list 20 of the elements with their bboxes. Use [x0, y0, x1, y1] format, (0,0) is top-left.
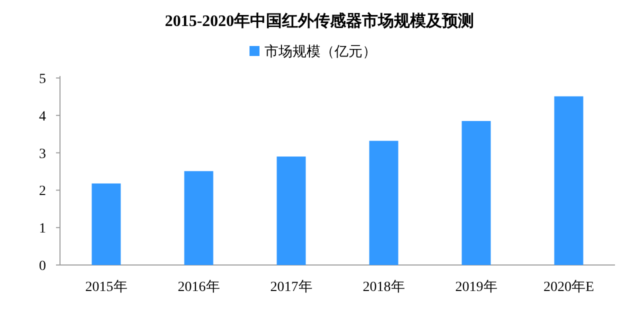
bar	[462, 121, 491, 265]
x-tick-label: 2019年	[455, 279, 498, 295]
y-tick-label: 4	[39, 109, 46, 124]
x-tick-label: 2020年E	[543, 279, 594, 295]
y-tick-label: 0	[39, 259, 46, 274]
bar	[92, 183, 121, 265]
legend-label: 市场规模（亿元）	[264, 44, 376, 60]
y-tick-label: 2	[39, 184, 46, 200]
y-tick-label: 5	[39, 72, 46, 87]
bar	[184, 171, 214, 265]
x-tick-label: 2016年	[178, 279, 220, 295]
x-tick-label: 2017年	[270, 279, 312, 295]
bar	[369, 140, 398, 265]
bar	[276, 156, 306, 265]
y-tick-label: 3	[39, 146, 46, 162]
chart-title: 2015-2020年中国红外传感器市场规模及预测	[164, 12, 474, 30]
x-tick-label: 2018年	[362, 279, 405, 295]
y-tick-label: 1	[39, 222, 46, 237]
x-tick-label: 2015年	[85, 279, 128, 295]
bar	[554, 96, 584, 265]
